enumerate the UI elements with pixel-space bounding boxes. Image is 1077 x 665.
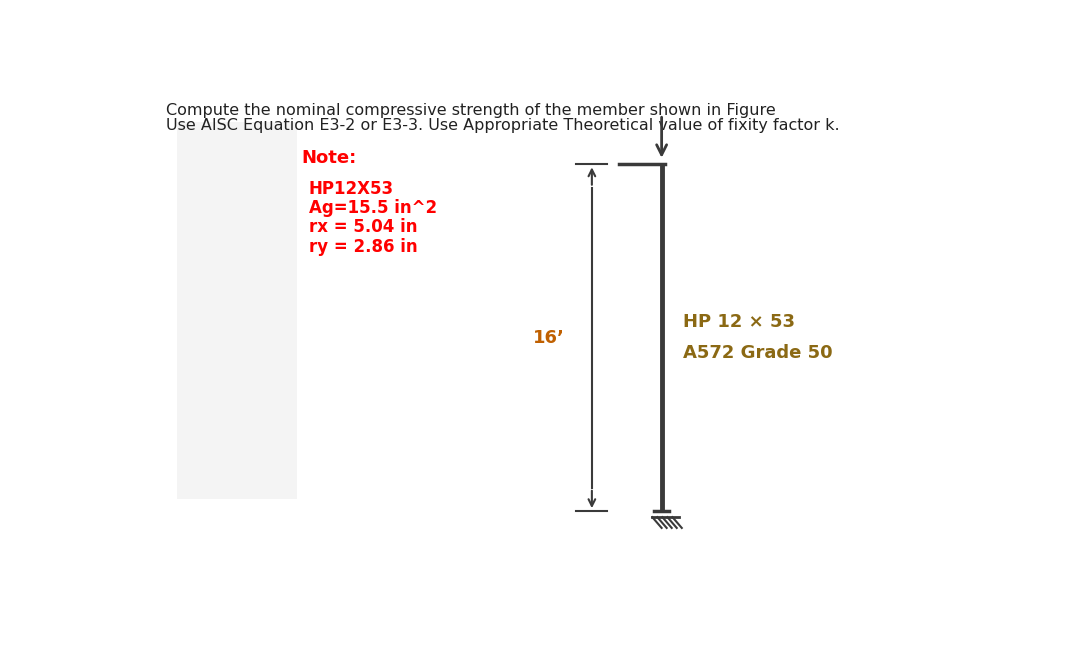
Text: Compute the nominal compressive strength of the member shown in Figure: Compute the nominal compressive strength… <box>166 103 775 118</box>
Bar <box>178 122 297 499</box>
Text: HP12X53: HP12X53 <box>309 180 394 198</box>
Text: rx = 5.04 in: rx = 5.04 in <box>309 218 418 236</box>
Text: A572 Grade 50: A572 Grade 50 <box>683 344 833 362</box>
Text: Use AISC Equation E3-2 or E3-3. Use Appropriate Theoretical value of fixity fact: Use AISC Equation E3-2 or E3-3. Use Appr… <box>166 118 839 133</box>
Text: HP 12 × 53: HP 12 × 53 <box>683 313 795 331</box>
Text: ry = 2.86 in: ry = 2.86 in <box>309 237 418 255</box>
Text: 16’: 16’ <box>533 329 564 346</box>
Text: Ag=15.5 in^2: Ag=15.5 in^2 <box>309 199 437 217</box>
Text: Note:: Note: <box>302 149 356 167</box>
